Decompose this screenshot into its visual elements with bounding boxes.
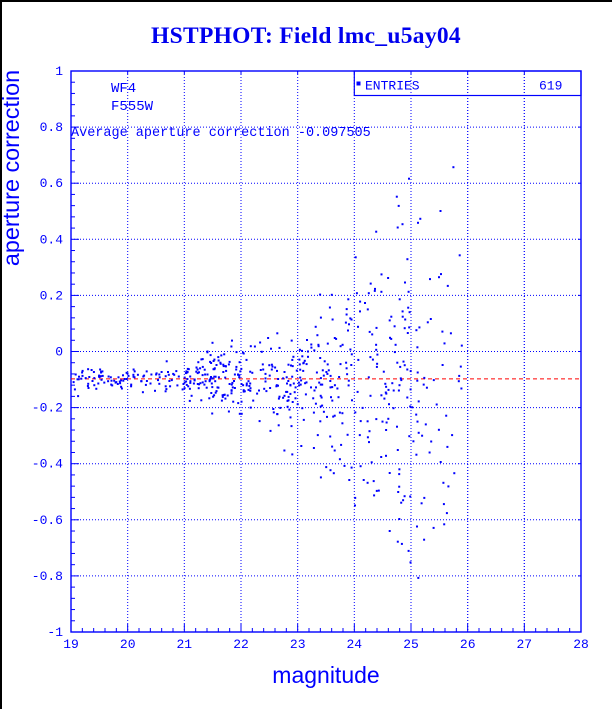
svg-text:1: 1 xyxy=(55,64,63,79)
svg-text:0.6: 0.6 xyxy=(40,176,63,191)
svg-text:ENTRIES: ENTRIES xyxy=(365,79,420,94)
svg-text:0: 0 xyxy=(55,345,63,360)
svg-text:-1: -1 xyxy=(47,625,63,640)
svg-text:19: 19 xyxy=(63,637,79,652)
svg-text:21: 21 xyxy=(176,637,192,652)
svg-text:619: 619 xyxy=(539,79,562,94)
svg-text:0.2: 0.2 xyxy=(40,288,63,303)
svg-text:22: 22 xyxy=(233,637,249,652)
svg-text:20: 20 xyxy=(120,637,136,652)
svg-text:25: 25 xyxy=(403,637,419,652)
svg-text:magnitude: magnitude xyxy=(272,662,379,688)
svg-text:WF4: WF4 xyxy=(111,81,136,97)
svg-text:23: 23 xyxy=(290,637,306,652)
svg-text:0.8: 0.8 xyxy=(40,120,63,135)
svg-text:0.4: 0.4 xyxy=(40,232,64,247)
svg-text:-0.4: -0.4 xyxy=(32,457,63,472)
svg-text:28: 28 xyxy=(573,637,589,652)
svg-text:-0.6: -0.6 xyxy=(32,513,63,528)
svg-text:26: 26 xyxy=(460,637,476,652)
svg-text:27: 27 xyxy=(516,637,532,652)
svg-text:-0.8: -0.8 xyxy=(32,569,63,584)
svg-text:F555W: F555W xyxy=(111,99,154,115)
svg-text:-0.2: -0.2 xyxy=(32,401,63,416)
svg-text:aperture correction: aperture correction xyxy=(0,70,24,266)
svg-text:24: 24 xyxy=(346,637,362,652)
svg-text:Average aperture correction -0: Average aperture correction -0.097505 xyxy=(71,126,371,141)
